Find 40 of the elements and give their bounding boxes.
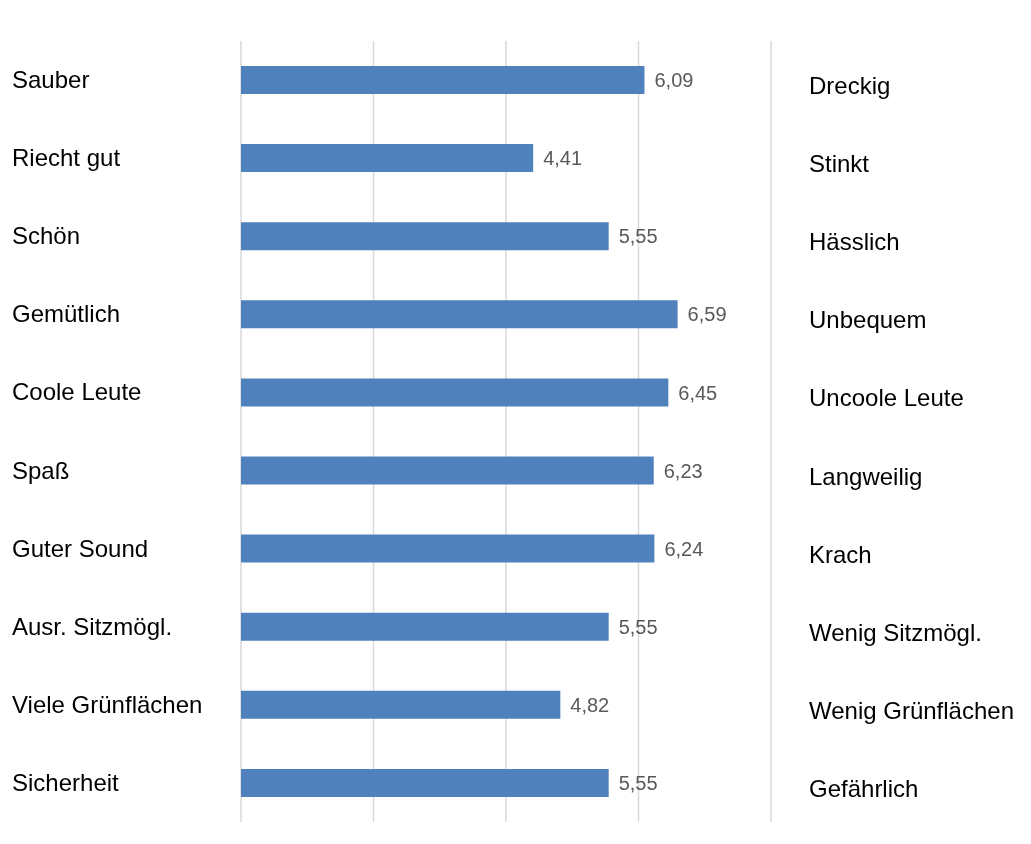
y2-tick-label: Dreckig — [809, 72, 891, 100]
y-tick-label: Coole Leute — [12, 378, 142, 406]
y2-tick-label: Uncoole Leute — [809, 384, 964, 412]
bar — [241, 144, 534, 173]
y-tick-label: Schön — [12, 222, 81, 250]
data-label: 6,59 — [687, 303, 727, 326]
bar — [241, 690, 561, 719]
y-tick-label: Guter Sound — [12, 534, 149, 562]
data-label: 6,24 — [664, 537, 704, 560]
data-label: 4,41 — [543, 147, 583, 170]
y2-tick-label: Stinkt — [809, 150, 870, 178]
y2-tick-label: Unbequem — [809, 306, 927, 334]
y-tick-label: Viele Grünflächen — [12, 690, 203, 718]
data-label: 6,23 — [663, 459, 703, 482]
data-label: 5,55 — [618, 615, 658, 638]
data-label: 5,55 — [618, 772, 658, 794]
data-label: 5,55 — [618, 225, 658, 248]
bar — [241, 300, 678, 329]
bar — [241, 66, 645, 94]
bar — [241, 456, 654, 485]
bar — [241, 534, 655, 563]
y-tick-label: Sicherheit — [12, 768, 120, 796]
y-tick-label: Spaß — [12, 456, 70, 484]
y2-tick-label: Wenig Grünflächen — [809, 696, 1015, 724]
data-label: 6,09 — [654, 69, 694, 92]
y-tick-label: Ausr. Sitzmögl. — [12, 612, 173, 640]
y2-tick-label: Gefährlich — [809, 774, 919, 802]
bar — [241, 768, 609, 797]
data-label: 6,45 — [678, 381, 718, 404]
y-tick-label: Sauber — [12, 66, 90, 94]
data-label: 4,82 — [570, 693, 610, 716]
y2-tick-label: Langweilig — [809, 462, 923, 490]
bar — [241, 222, 609, 251]
y-tick-label: Riecht gut — [12, 144, 121, 172]
y2-tick-label: Hässlich — [809, 228, 900, 256]
bar — [241, 612, 609, 641]
y2-tick-label: Wenig Sitzmögl. — [809, 618, 982, 646]
y2-tick-label: Krach — [809, 540, 872, 568]
y-tick-label: Gemütlich — [12, 300, 121, 328]
bar — [241, 378, 669, 407]
